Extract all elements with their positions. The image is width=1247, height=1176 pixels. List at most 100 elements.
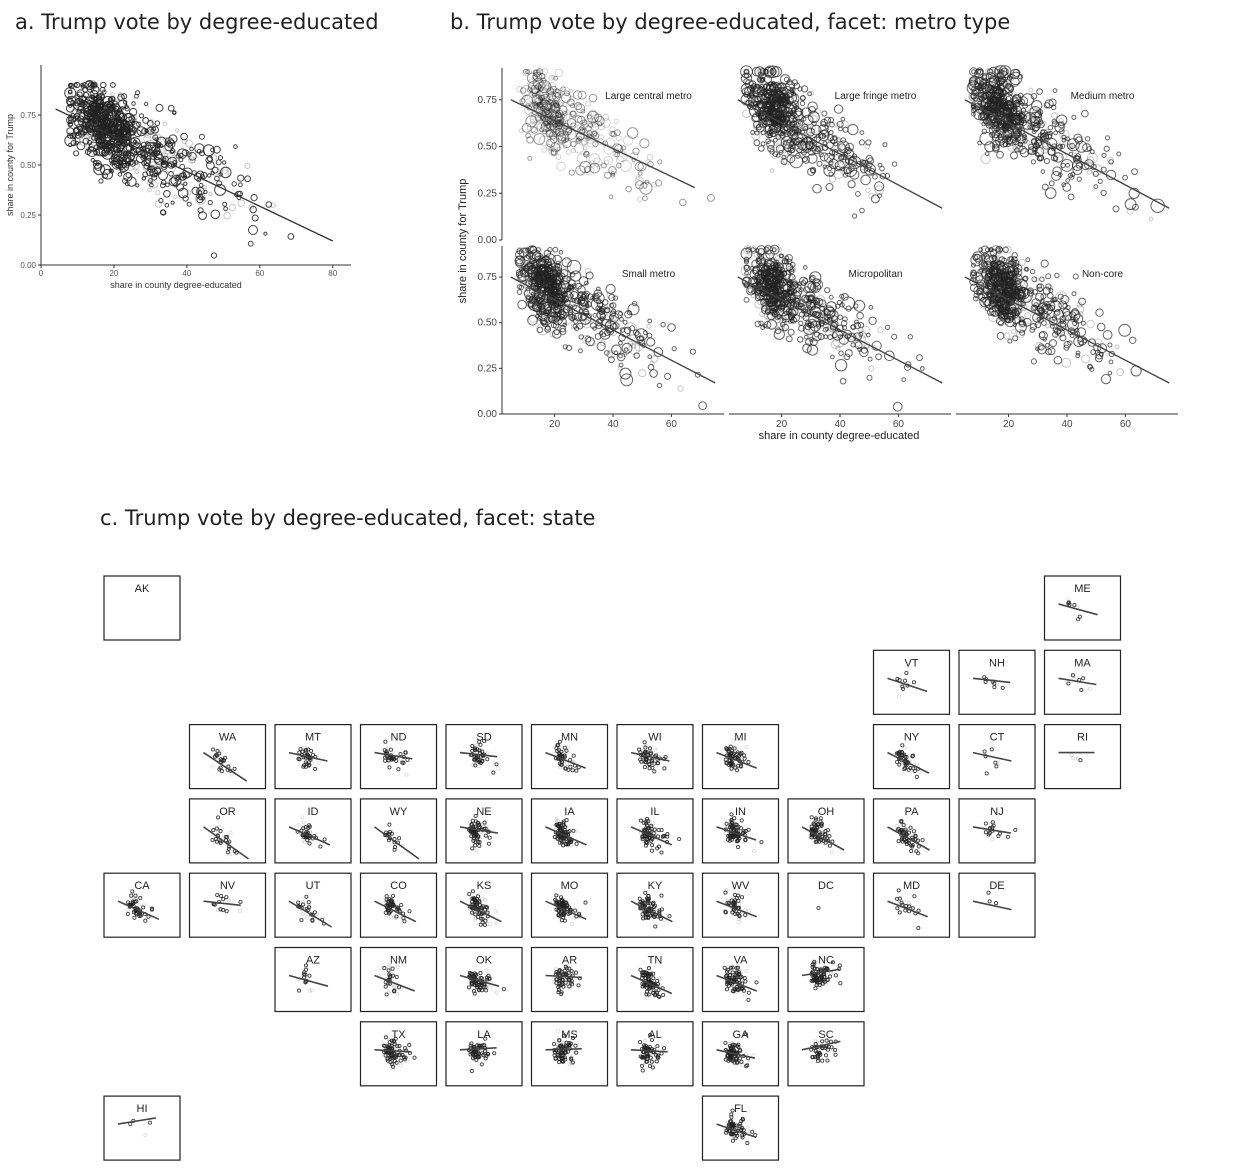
chart-b-point: [874, 181, 885, 192]
chart-b-point: [554, 114, 563, 123]
chart-b-point: [556, 146, 562, 152]
chart-c-state-label: RI: [1077, 732, 1088, 744]
chart-c-state-label: WI: [648, 732, 661, 744]
chart-b-title: b. Trump vote by degree-educated, facet:…: [450, 10, 1011, 34]
chart-b-point: [533, 103, 539, 110]
chart-b-point: [569, 103, 575, 109]
chart-b-point: [547, 81, 557, 91]
chart-c-state-panel: NY: [872, 723, 951, 790]
chart-b-point: [1116, 368, 1125, 377]
chart-a-point: [178, 152, 184, 158]
chart-a-point: [141, 127, 148, 135]
chart-b-point: [567, 98, 575, 107]
chart-b-point: [858, 139, 866, 146]
chart-b-point: [619, 159, 632, 172]
chart-a-point: [143, 127, 152, 136]
chart-b-point: [533, 71, 539, 77]
chart-a-point: [210, 170, 215, 176]
chart-a-point: [146, 155, 152, 161]
chart-c-state-label: MT: [305, 732, 321, 744]
chart-a-point: [142, 171, 149, 178]
chart-b-point: [562, 122, 570, 130]
chart-a-point: [180, 132, 188, 141]
chart-b-point: [866, 374, 873, 381]
chart-b-point: [589, 162, 600, 174]
chart-b-point: [537, 89, 548, 100]
chart-b-x-tick-label: 60: [666, 419, 678, 430]
chart-b-point: [520, 87, 527, 94]
chart-b-point: [1036, 88, 1043, 95]
chart-a-point: [164, 137, 174, 147]
chart-b-point: [552, 108, 558, 113]
chart-a-point: [233, 144, 238, 149]
chart-b-point: [839, 377, 847, 385]
chart-b-point: [637, 171, 643, 176]
chart-b-point: [744, 264, 749, 270]
chart-a-point: [165, 149, 171, 155]
chart-b-point: [550, 112, 564, 127]
chart-b-point: [626, 127, 639, 139]
chart-c-state-label: CT: [990, 732, 1005, 744]
chart-a-point: [174, 173, 183, 183]
chart-b-point: [551, 75, 556, 80]
chart-b-point: [608, 166, 617, 175]
chart-a-point: [124, 106, 130, 112]
chart-a-point: [73, 98, 86, 111]
chart-a-point: [200, 171, 208, 179]
chart-c-state-panel: NH: [958, 649, 1036, 715]
chart-b-point: [647, 354, 653, 360]
chart-b-point: [531, 88, 539, 95]
chart-b-point: [544, 99, 549, 105]
chart-b-trend-line: [964, 99, 1170, 209]
chart-b-point: [1018, 258, 1026, 267]
chart-a-point: [164, 142, 174, 152]
chart-b-point: [783, 76, 790, 83]
chart-a-point: [165, 182, 170, 188]
chart-b-point: [580, 108, 586, 114]
chart-b-point: [539, 112, 548, 121]
chart-b-point: [616, 155, 625, 165]
chart-b-point: [556, 130, 570, 144]
chart-a-point: [223, 211, 231, 220]
chart-b-trend-line: [737, 99, 943, 209]
chart-b-point: [543, 108, 551, 115]
chart-b-point: [528, 84, 536, 93]
chart-b-point: [536, 68, 544, 76]
chart-b-point: [519, 98, 526, 105]
chart-a-point: [208, 191, 213, 197]
chart-a-point: [154, 120, 161, 126]
chart-b-point: [1065, 162, 1070, 168]
chart-b-point: [542, 115, 553, 126]
chart-b-point: [620, 373, 634, 387]
chart-a-point: [117, 95, 124, 103]
chart-b-point: [527, 155, 533, 161]
chart-a-point: [111, 149, 123, 160]
chart-b-point: [525, 69, 530, 75]
chart-b-point: [584, 267, 592, 275]
chart-a-point: [182, 195, 189, 202]
chart-b-point: [575, 137, 582, 144]
chart-a-point: [110, 137, 115, 143]
chart-b-point: [577, 126, 586, 135]
chart-a-point: [215, 159, 222, 166]
chart-a-point: [168, 171, 174, 177]
chart-b-point: [546, 87, 555, 95]
chart-a-point: [141, 154, 147, 159]
chart-b-point: [1040, 146, 1049, 154]
chart-a-point: [198, 182, 204, 188]
chart-b-point: [875, 353, 882, 361]
chart-b-point: [1053, 130, 1058, 136]
chart-c-state-panel: OR: [188, 798, 267, 864]
chart-b-point: [537, 87, 550, 100]
chart-b-point: [544, 103, 552, 111]
chart-b-facet-label: Small metro: [622, 269, 676, 280]
chart-b-point: [540, 105, 545, 111]
chart-a-point: [175, 153, 181, 159]
chart-c-state-panel: VT: [872, 649, 951, 715]
chart-a-point: [174, 176, 180, 182]
chart-b-point: [618, 340, 623, 346]
chart-b-point: [538, 95, 545, 101]
chart-a-point: [151, 126, 157, 132]
chart-b-point: [562, 101, 568, 107]
chart-a-point: [154, 163, 160, 169]
